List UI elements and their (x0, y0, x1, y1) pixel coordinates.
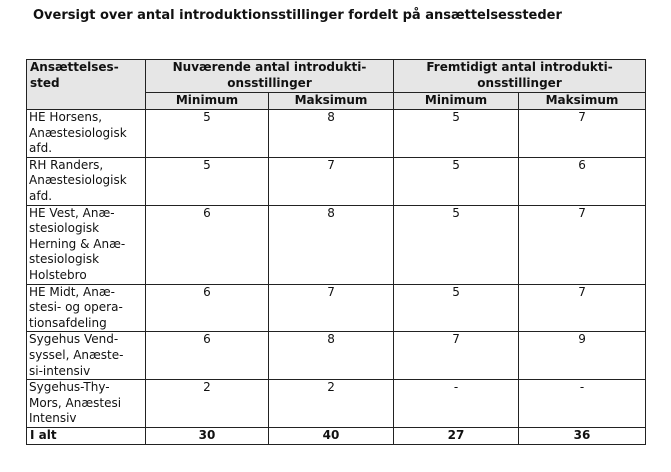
table-row: HE Midt, Anæ- stesi- og opera- tionsafde… (26, 283, 647, 333)
cell-future-max: 9 (518, 331, 647, 381)
table-row: Sygehus-Thy- Mors, Anæstesi Intensiv 2 2… (26, 379, 647, 428)
cell-future-max: 7 (518, 283, 647, 333)
table-row: RH Randers, Anæstesiologisk afd. 5 7 5 6 (26, 156, 647, 206)
total-future-max: 36 (518, 426, 647, 445)
header-place: Ansættelses- sted (26, 59, 146, 110)
cell-current-min: 6 (145, 204, 269, 285)
header-current-min: Minimum (145, 92, 269, 110)
cell-place: Sygehus Vend- syssel, Anæste- si-intensi… (26, 331, 146, 381)
cell-future-min: 5 (393, 109, 520, 158)
table-header-row: Ansættelses- sted Nuværende antal introd… (26, 59, 647, 110)
positions-table: Ansættelses- sted Nuværende antal introd… (26, 59, 647, 445)
cell-future-min: 5 (393, 283, 520, 333)
cell-future-max: 7 (518, 204, 647, 285)
cell-future-max: - (518, 379, 647, 428)
cell-future-min: 5 (393, 204, 520, 285)
cell-current-max: 8 (267, 109, 395, 158)
table-row: HE Vest, Anæ- stesiologisk Herning & Anæ… (26, 204, 647, 285)
cell-current-min: 5 (145, 156, 269, 206)
cell-place: Sygehus-Thy- Mors, Anæstesi Intensiv (26, 379, 146, 428)
table-row: Sygehus Vend- syssel, Anæste- si-intensi… (26, 331, 647, 381)
page-title: Oversigt over antal introduktionsstillin… (33, 8, 562, 23)
cell-current-min: 6 (145, 283, 269, 333)
cell-current-min: 5 (145, 109, 269, 158)
total-label: I alt (26, 426, 146, 445)
table-row: HE Horsens, Anæstesiologisk afd. 5 8 5 7 (26, 109, 647, 158)
total-current-max: 40 (267, 426, 395, 445)
cell-current-min: 6 (145, 331, 269, 381)
table-total-row: I alt 30 40 27 36 (26, 426, 647, 445)
cell-current-min: 2 (145, 379, 269, 428)
cell-current-max: 8 (267, 204, 395, 285)
cell-future-min: - (393, 379, 520, 428)
cell-current-max: 7 (267, 156, 395, 206)
table-subheader-row: Minimum Maksimum Minimum Maksimum (27, 92, 647, 110)
cell-future-min: 5 (393, 156, 520, 206)
header-current: Nuværende antal introdukti- onsstillinge… (144, 59, 395, 93)
total-current-min: 30 (145, 426, 269, 445)
cell-place: HE Horsens, Anæstesiologisk afd. (26, 109, 146, 158)
cell-place: HE Vest, Anæ- stesiologisk Herning & Anæ… (26, 204, 146, 285)
cell-current-max: 2 (267, 379, 395, 428)
cell-place: HE Midt, Anæ- stesi- og opera- tionsafde… (26, 283, 146, 333)
cell-future-max: 7 (518, 109, 647, 158)
cell-future-max: 6 (518, 156, 647, 206)
cell-future-min: 7 (393, 331, 520, 381)
cell-place: RH Randers, Anæstesiologisk afd. (26, 156, 146, 206)
header-future: Fremtidigt antal introdukti- onsstilling… (393, 59, 647, 93)
cell-current-max: 7 (267, 283, 395, 333)
header-future-max: Maksimum (518, 92, 647, 110)
header-future-min: Minimum (393, 92, 520, 110)
total-future-min: 27 (393, 426, 520, 445)
header-current-max: Maksimum (267, 92, 395, 110)
cell-current-max: 8 (267, 331, 395, 381)
